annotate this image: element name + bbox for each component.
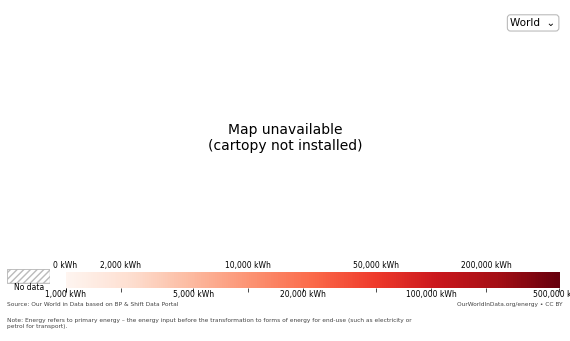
- Text: 200,000 kWh: 200,000 kWh: [461, 262, 511, 270]
- Text: World  ⌄: World ⌄: [511, 18, 556, 28]
- Text: No data: No data: [14, 283, 44, 292]
- Text: Map unavailable
(cartopy not installed): Map unavailable (cartopy not installed): [207, 123, 363, 153]
- Text: 2,000 kWh: 2,000 kWh: [100, 262, 141, 270]
- Text: Source: Our World in Data based on BP & Shift Data Portal: Source: Our World in Data based on BP & …: [7, 302, 179, 307]
- Text: 0 kWh: 0 kWh: [54, 262, 78, 270]
- Text: 20,000 kWh: 20,000 kWh: [280, 290, 326, 299]
- Text: 1,000 kWh: 1,000 kWh: [45, 290, 86, 299]
- Bar: [7, 269, 50, 283]
- Text: 10,000 kWh: 10,000 kWh: [225, 262, 271, 270]
- Text: 100,000 kWh: 100,000 kWh: [405, 290, 457, 299]
- Text: 50,000 kWh: 50,000 kWh: [353, 262, 399, 270]
- Bar: [7, 269, 50, 283]
- Text: OurWorldInData.org/energy • CC BY: OurWorldInData.org/energy • CC BY: [457, 302, 563, 307]
- Text: 5,000 kWh: 5,000 kWh: [173, 290, 214, 299]
- Text: Note: Energy refers to primary energy – the energy input before the transformati: Note: Energy refers to primary energy – …: [7, 318, 412, 329]
- Text: 500,000 kWh: 500,000 kWh: [533, 290, 570, 299]
